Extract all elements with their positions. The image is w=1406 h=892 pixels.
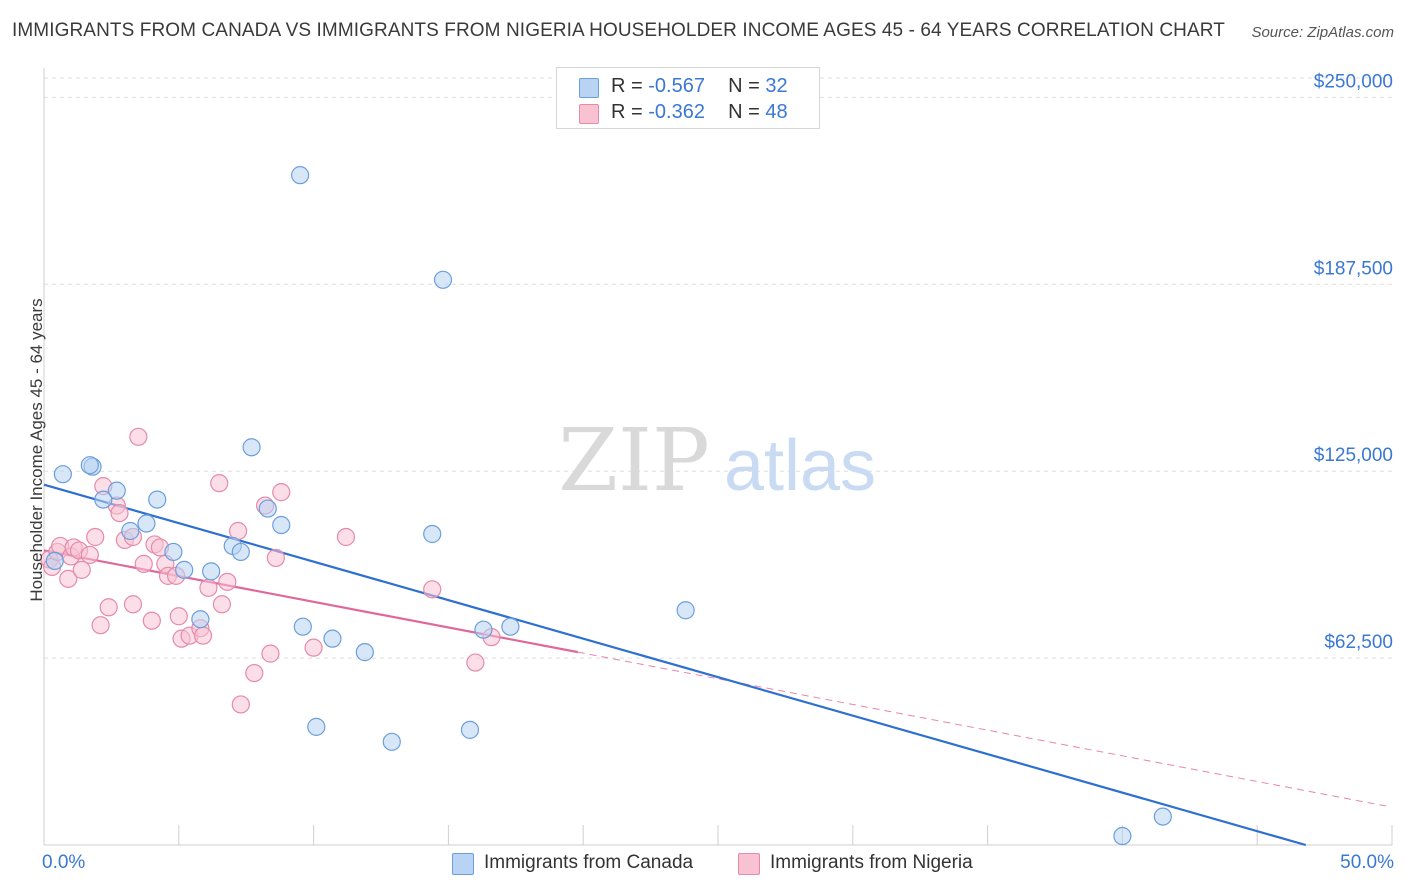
canada-r-value: -0.567 (648, 75, 705, 97)
nigeria-point (169, 607, 188, 626)
nigeria-point (99, 598, 118, 617)
trend-lines (43, 483, 1387, 847)
axes (43, 68, 1393, 846)
canada-point (501, 617, 520, 636)
nigeria-legend-label: Immigrants from Nigeria (770, 852, 973, 873)
canada-point (258, 499, 277, 518)
canada-point (433, 270, 453, 289)
nigeria-legend-swatch (738, 853, 760, 875)
y-tick-label: $62,500 (1324, 632, 1393, 653)
nigeria-trend-extension (577, 651, 1387, 807)
nigeria-point (266, 548, 285, 568)
nigeria-point (86, 527, 105, 547)
canada-point (45, 551, 64, 571)
nigeria-point (231, 695, 250, 714)
canada-point (148, 490, 167, 509)
nigeria-n-label: N = (728, 101, 766, 123)
canada-n-label: N = (728, 75, 766, 97)
canada-point (80, 456, 99, 475)
nigeria-point (142, 611, 161, 630)
nigeria-point (272, 483, 291, 502)
source-label: Source: ZipAtlas.com (1251, 24, 1394, 41)
canada-point (293, 617, 312, 636)
nigeria-point (261, 644, 280, 663)
nigeria-swatch (579, 104, 599, 124)
canada-r-label: R = (611, 75, 649, 97)
nigeria-point (134, 554, 153, 573)
stats-legend: R = -0.567 N = 32 R = -0.362 N = 48 (556, 67, 820, 129)
canada-point (423, 524, 442, 544)
canada-point (121, 521, 140, 541)
x-tick-label-max: 50.0% (1340, 852, 1394, 873)
canada-point (191, 610, 210, 629)
watermark-atlas: atlas (724, 426, 876, 506)
canada-n-value: 32 (765, 75, 788, 97)
x-tick-label-min: 0.0% (42, 852, 86, 873)
nigeria-point (304, 638, 323, 657)
canada-point (460, 720, 480, 739)
y-tick-label: $187,500 (1314, 258, 1393, 279)
canada-point (175, 560, 194, 579)
canada-point (1113, 826, 1132, 846)
nigeria-point (245, 663, 264, 683)
canada-point (107, 481, 126, 500)
canada-point (291, 166, 310, 185)
y-tick-label: $250,000 (1314, 71, 1393, 92)
canada-point (474, 620, 493, 639)
nigeria-point (59, 569, 78, 588)
canada-point (242, 438, 261, 457)
canada-point (202, 562, 221, 581)
canada-point (94, 490, 113, 509)
nigeria-point (129, 427, 148, 446)
nigeria-point (123, 595, 143, 614)
watermark-zip: ZIP (558, 411, 710, 511)
canada-legend-label: Immigrants from Canada (484, 852, 694, 873)
canada-point (307, 717, 326, 736)
canada-point (323, 629, 342, 648)
nigeria-point (212, 595, 232, 614)
canada-point (231, 542, 250, 562)
canada-point (164, 542, 183, 562)
data-points (40, 166, 1172, 846)
canada-point (382, 732, 401, 751)
canada-point (676, 601, 695, 620)
chart-title: IMMIGRANTS FROM CANADA VS IMMIGRANTS FRO… (12, 20, 1225, 41)
nigeria-r-label: R = (611, 101, 649, 123)
nigeria-point (336, 527, 356, 547)
nigeria-point (80, 545, 99, 565)
y-axis-label: Householder Income Ages 45 - 64 years (27, 298, 46, 602)
y-tick-label: $125,000 (1314, 445, 1393, 466)
nigeria-point (210, 474, 229, 493)
canada-swatch (579, 78, 599, 98)
nigeria-point (72, 560, 91, 579)
canada-legend-swatch (452, 853, 474, 875)
grid-lines (44, 77, 1392, 659)
canada-point (53, 465, 72, 484)
nigeria-point (193, 626, 213, 645)
nigeria-point (423, 580, 442, 599)
nigeria-point (91, 616, 110, 635)
nigeria-point (218, 572, 237, 591)
canada-trend-line (43, 483, 1307, 847)
watermark: ZIP atlas (558, 411, 876, 511)
canada-point (355, 643, 374, 662)
nigeria-point (466, 653, 485, 672)
canada-point (137, 514, 156, 533)
nigeria-n-value: 48 (765, 101, 788, 123)
canada-point (272, 515, 291, 535)
y-tick-labels: $62,500 $125,000 $187,500 $250,000 (1314, 71, 1393, 653)
canada-point (1153, 807, 1172, 826)
nigeria-point (110, 503, 129, 523)
nigeria-r-value: -0.362 (648, 101, 705, 123)
nigeria-point (199, 578, 218, 597)
